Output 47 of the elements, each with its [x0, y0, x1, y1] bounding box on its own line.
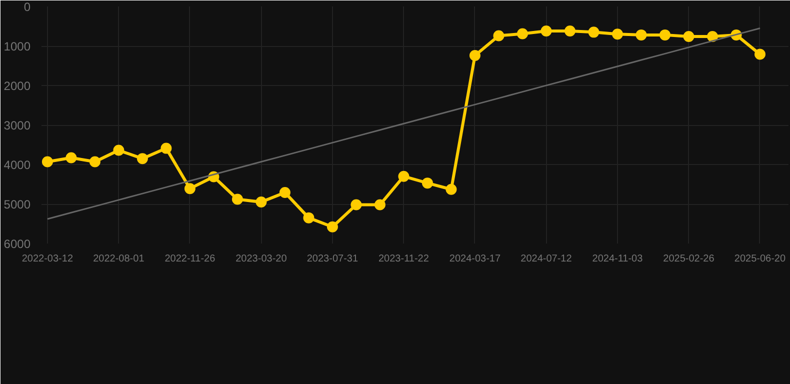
x-tick-label: 2023-11-22 [378, 254, 430, 264]
point [113, 144, 124, 156]
point [350, 199, 362, 210]
y-tick-label: 0 [24, 0, 31, 14]
y-tick-label: 1000 [4, 40, 31, 54]
point [446, 184, 457, 195]
point [326, 221, 338, 232]
x-tick-label: 2024-03-17 [449, 254, 501, 264]
point [469, 50, 480, 61]
point [66, 152, 77, 164]
point [256, 196, 267, 208]
point [398, 170, 410, 182]
point [564, 26, 576, 36]
point [612, 28, 623, 40]
point [706, 31, 718, 42]
y-tick-label: 6000 [4, 237, 31, 251]
point [493, 30, 504, 42]
point [374, 199, 386, 210]
x-tick-label: 2024-11-03 [592, 254, 644, 264]
point [279, 187, 290, 198]
x-tick-label: 2025-06-20 [734, 254, 786, 264]
y-tick-label: 3000 [4, 118, 31, 132]
point [683, 31, 694, 42]
point [136, 153, 148, 164]
x-tick-label: 2023-07-31 [306, 254, 358, 264]
point [516, 28, 528, 40]
x-tick-label: 2022-03-12 [22, 254, 74, 264]
point [659, 29, 670, 40]
point [232, 194, 243, 205]
point [422, 178, 433, 189]
point [42, 156, 53, 168]
x-tick-label: 2025-02-26 [663, 254, 715, 264]
point [184, 183, 196, 194]
point [89, 156, 100, 168]
point [303, 212, 314, 224]
y-tick-label: 4000 [4, 158, 31, 172]
x-tick-label: 2022-11-26 [164, 254, 216, 264]
point [636, 29, 647, 40]
y-tick-label: 5000 [4, 198, 31, 212]
x-tick-label: 2024-07-12 [520, 254, 572, 264]
point [588, 26, 600, 38]
point [160, 142, 172, 154]
point [540, 26, 552, 36]
x-tick-label: 2022-08-01 [93, 254, 145, 264]
y-tick-label: 2000 [4, 79, 31, 93]
x-tick-label: 2023-03-20 [236, 254, 288, 264]
point [754, 48, 766, 60]
